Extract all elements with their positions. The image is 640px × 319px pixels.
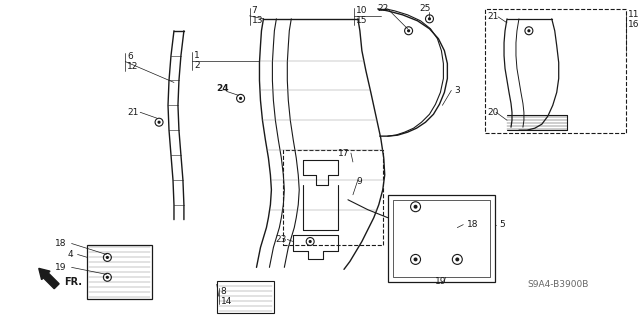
Text: 15: 15 — [356, 16, 367, 25]
Circle shape — [428, 17, 431, 20]
Text: S9A4-B3900B: S9A4-B3900B — [527, 280, 588, 289]
Text: 5: 5 — [499, 220, 505, 229]
Text: 14: 14 — [221, 297, 232, 306]
Text: 18: 18 — [467, 220, 479, 229]
Bar — [485, 9, 627, 133]
Text: 10: 10 — [356, 6, 367, 15]
FancyArrow shape — [39, 268, 59, 289]
Text: 21: 21 — [487, 12, 499, 21]
Circle shape — [308, 240, 312, 243]
Text: 4: 4 — [68, 250, 73, 259]
Text: 12: 12 — [127, 62, 139, 71]
Text: 19: 19 — [54, 263, 66, 272]
Text: 19: 19 — [435, 277, 447, 286]
Circle shape — [157, 121, 161, 124]
Circle shape — [106, 276, 109, 279]
Text: 6: 6 — [127, 52, 133, 61]
Text: FR.: FR. — [65, 277, 83, 287]
Circle shape — [413, 257, 417, 261]
Text: 25: 25 — [420, 4, 431, 13]
Text: 11: 11 — [628, 10, 640, 19]
Text: 16: 16 — [628, 20, 640, 29]
Circle shape — [106, 256, 109, 259]
Circle shape — [413, 205, 417, 209]
Circle shape — [239, 97, 242, 100]
Text: 23: 23 — [275, 235, 287, 244]
Text: 18: 18 — [54, 239, 66, 248]
Circle shape — [407, 29, 410, 32]
Circle shape — [455, 257, 460, 261]
Text: 22: 22 — [378, 4, 389, 13]
Bar — [217, 281, 275, 313]
Text: 3: 3 — [454, 86, 460, 95]
Text: 2: 2 — [194, 61, 200, 70]
Text: 8: 8 — [221, 287, 227, 296]
Text: 7: 7 — [252, 6, 257, 15]
Text: 17: 17 — [338, 149, 349, 158]
Bar — [284, 150, 383, 244]
Circle shape — [527, 29, 531, 32]
Text: 24: 24 — [217, 84, 229, 93]
Bar — [88, 244, 152, 299]
Text: 9: 9 — [356, 177, 362, 186]
Bar — [388, 195, 495, 282]
Text: 1: 1 — [194, 51, 200, 60]
Text: 20: 20 — [487, 108, 499, 117]
Bar — [393, 200, 490, 277]
Text: 21: 21 — [127, 108, 139, 117]
Text: 13: 13 — [252, 16, 263, 25]
